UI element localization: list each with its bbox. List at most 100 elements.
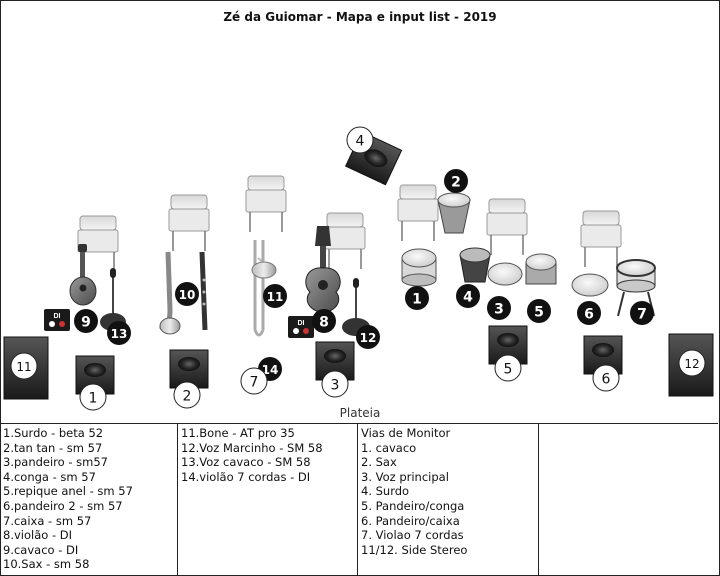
monitor-badge-4: 4	[346, 126, 374, 154]
list-item: 10.Sax - sm 58	[3, 557, 90, 572]
input-badge-13: 13	[107, 321, 131, 345]
di-label: DI	[54, 313, 61, 320]
list-item: 7. Violao 7 cordas	[361, 528, 464, 543]
list-item: 3. Voz principal	[361, 469, 449, 484]
sax-icon	[159, 251, 208, 335]
list-item: 7.caixa - sm 57	[3, 513, 92, 528]
list-item: 4. Surdo	[361, 484, 410, 499]
list-item: 11.Bone - AT pro 35	[181, 426, 295, 440]
cavaco-icon	[69, 244, 97, 306]
svg-text:14: 14	[262, 363, 279, 377]
input-badge-9: 9	[74, 309, 98, 333]
input-badge-10: 10	[175, 282, 199, 306]
svg-text:4: 4	[356, 134, 365, 150]
input-list-column-b: 11.Bone - AT pro 35 12.Voz Marcinho - SM…	[178, 424, 358, 575]
list-item: 11/12. Side Stereo	[361, 542, 468, 557]
stage-map: DI DI 1	[3, 126, 714, 411]
caixa-icon	[616, 259, 656, 317]
surdo-icon	[401, 248, 437, 287]
svg-text:7: 7	[250, 375, 259, 391]
list-item: 4.conga - sm 57	[3, 469, 96, 484]
monitor-badge-6: 6	[592, 364, 620, 392]
conga-icon	[459, 247, 491, 283]
pandeiro-icon	[571, 273, 609, 297]
svg-text:6: 6	[602, 372, 611, 388]
svg-text:5: 5	[534, 305, 544, 321]
svg-text:1: 1	[89, 391, 98, 407]
list-item: 5. Pandeiro/conga	[361, 498, 465, 513]
svg-text:1: 1	[412, 292, 422, 308]
di-label: DI	[298, 320, 305, 327]
monitor-badge-12: 12	[678, 349, 706, 377]
svg-text:9: 9	[81, 315, 91, 331]
list-item: 6. Pandeiro/caixa	[361, 513, 460, 528]
microphone-icon	[353, 278, 359, 322]
guitar-icon	[305, 226, 341, 313]
input-badge-4: 4	[456, 284, 480, 308]
svg-text:13: 13	[111, 327, 128, 341]
list-item: 1. cavaco	[361, 440, 417, 455]
input-badge-7: 7	[630, 301, 654, 325]
chair-icon	[168, 194, 210, 251]
svg-text:5: 5	[504, 362, 513, 378]
svg-text:11: 11	[267, 290, 284, 304]
input-badge-2: 2	[444, 169, 468, 193]
svg-text:4: 4	[463, 290, 473, 306]
svg-text:12: 12	[360, 331, 377, 345]
empty-column	[539, 424, 718, 575]
di-box-icon: DI	[288, 316, 314, 338]
svg-text:12: 12	[684, 357, 699, 371]
list-item: Vias de Monitor	[361, 426, 451, 440]
svg-text:11: 11	[16, 360, 31, 374]
input-badge-12: 12	[356, 325, 380, 349]
input-badge-8: 8	[312, 309, 336, 333]
trombone-icon	[251, 240, 277, 337]
chair-icon	[77, 215, 119, 272]
list-item: 14.violão 7 cordas - DI	[181, 469, 311, 484]
chair-icon	[324, 212, 366, 269]
monitor-badge-1: 1	[79, 383, 107, 411]
list-item: 8.violão - DI	[3, 528, 72, 543]
page-title: Zé da Guiomar - Mapa e input list - 2019	[223, 10, 497, 24]
repique-icon	[525, 253, 557, 285]
svg-text:2: 2	[183, 389, 192, 405]
list-item: 2. Sax	[361, 455, 397, 470]
audience-label: Plateia	[339, 406, 381, 420]
chair-icon	[397, 184, 439, 241]
monitor-badge-11: 11	[10, 352, 38, 380]
list-item: 9.cavaco - DI	[3, 542, 79, 557]
svg-text:2: 2	[451, 175, 461, 191]
monitor-wedge-icon	[75, 355, 115, 395]
svg-text:7: 7	[637, 307, 647, 323]
tan-tan-icon	[437, 192, 471, 234]
list-item: 2.tan tan - sm 57	[3, 440, 103, 455]
input-badge-11: 11	[263, 284, 287, 308]
chair-icon	[580, 210, 622, 267]
input-list-column-a: 1.Surdo - beta 52 2.tan tan - sm 57 3.pa…	[0, 424, 178, 575]
list-item: 1.Surdo - beta 52	[3, 426, 104, 440]
monitor-badge-2: 2	[173, 381, 201, 409]
list-item: 5.repique anel - sm 57	[3, 484, 133, 499]
chair-icon	[486, 198, 528, 255]
monitor-badge-3: 3	[321, 370, 349, 398]
svg-text:6: 6	[584, 307, 594, 323]
monitor-badge-7: 7	[240, 367, 268, 395]
monitor-badge-5: 5	[494, 354, 522, 382]
svg-text:3: 3	[331, 378, 340, 394]
di-box-icon: DI	[44, 309, 70, 331]
list-item: 12.Voz Marcinho - SM 58	[181, 440, 323, 455]
monitor-list-column: Vias de Monitor 1. cavaco 2. Sax 3. Voz …	[358, 424, 539, 575]
list-item: 3.pandeiro - sm57	[3, 455, 108, 470]
input-list-table: 1.Surdo - beta 52 2.tan tan - sm 57 3.pa…	[0, 423, 718, 575]
svg-text:8: 8	[319, 315, 329, 331]
svg-text:3: 3	[494, 302, 504, 318]
list-item: 6.pandeiro 2 - sm 57	[3, 498, 123, 513]
input-badge-6: 6	[577, 301, 601, 325]
input-badge-5: 5	[527, 299, 551, 323]
list-item: 13.Voz cavaco - SM 58	[181, 455, 311, 470]
chair-icon	[245, 175, 287, 232]
pandeiro-icon	[487, 262, 523, 286]
input-badge-1: 1	[405, 286, 429, 310]
input-badge-3: 3	[487, 296, 511, 320]
svg-text:10: 10	[179, 288, 196, 302]
